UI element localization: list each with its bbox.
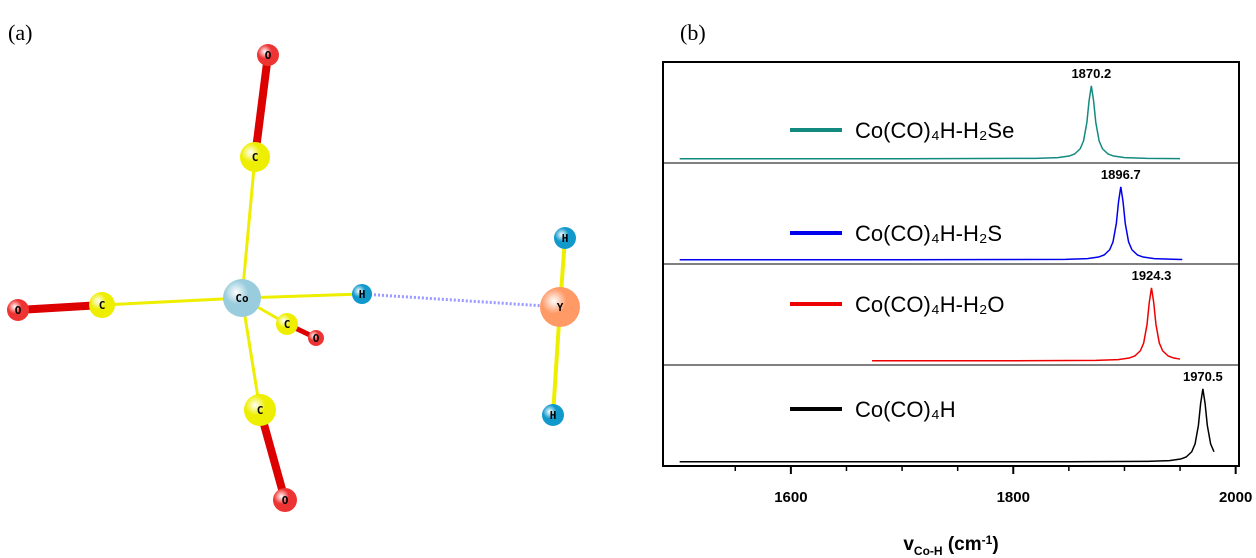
atom-label: O [265, 49, 272, 62]
legend-label: Co(CO)₄H-H₂Se [855, 118, 1014, 143]
legend-label: Co(CO)₄H-H₂O [855, 292, 1005, 317]
atom [240, 142, 270, 172]
atom [7, 299, 29, 321]
x-tick-label: 1600 [774, 489, 807, 506]
peak-label: 1870.2 [1071, 66, 1111, 81]
atom [257, 44, 279, 66]
spectrum-line [872, 287, 1181, 362]
atom-label: H [359, 288, 366, 301]
atom [540, 287, 580, 327]
x-tick-label: 2000 [1219, 489, 1252, 506]
atom-label: H [550, 409, 557, 422]
x-tick-label: 1800 [997, 489, 1030, 506]
legend-label: Co(CO)₄H [855, 397, 956, 422]
atom-label: C [257, 404, 264, 417]
atom-label: C [99, 299, 106, 312]
panel-label: (b) [680, 20, 706, 45]
atom [223, 279, 261, 317]
x-axis-label-part: Co-H [914, 544, 943, 558]
peak-label: 1970.5 [1183, 369, 1223, 384]
spectra-chart: 1870.2 Co(CO)₄H-H₂Se 1896.7 Co(CO)₄H-H₂S 192… [662, 61, 1252, 558]
bond [101, 296, 243, 307]
atom [89, 292, 115, 318]
hydrogen-bond [361, 292, 561, 309]
peak-label: 1896.7 [1101, 167, 1141, 182]
atom-label: O [282, 494, 289, 507]
atom [276, 313, 298, 335]
atom-label: O [15, 304, 22, 317]
x-axis-label-part: -1 [982, 533, 993, 547]
atom [244, 394, 276, 426]
legend-label: Co(CO)₄H-H₂S [855, 221, 1002, 246]
atom-label: Co [235, 292, 249, 305]
atom [542, 404, 564, 426]
x-axis-label-part: (cm [943, 534, 982, 555]
spectrum-line [679, 186, 1183, 261]
atom [352, 284, 372, 304]
spectrum-line [679, 388, 1215, 463]
bond [241, 292, 363, 300]
x-axis-label: vCo-H (cm-1) [903, 533, 998, 558]
atom [554, 227, 576, 249]
atom [273, 488, 297, 512]
x-axis-label-part: v [903, 534, 914, 555]
bond [240, 156, 257, 299]
peak-label: 1924.3 [1132, 268, 1172, 283]
atom-label: O [313, 332, 320, 345]
atom-label: C [284, 318, 291, 331]
molecule: O C Co C O H C O C O Y H H [7, 44, 580, 512]
x-axis-label-part: ) [992, 534, 998, 555]
atom-label: Y [557, 301, 564, 314]
spectrum-line [679, 85, 1181, 160]
bond [17, 301, 103, 314]
bond [251, 54, 272, 158]
panel-label: (a) [8, 20, 32, 45]
atom [308, 330, 324, 346]
atom-label: H [562, 232, 569, 245]
atom-label: C [252, 151, 259, 164]
